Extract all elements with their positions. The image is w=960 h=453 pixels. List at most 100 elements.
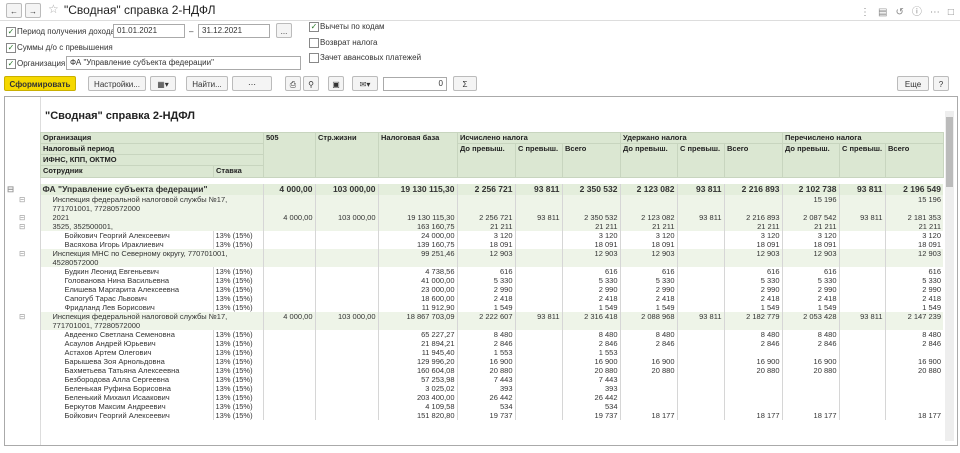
row-name: Сапогуб Тарас Львович: [40, 294, 213, 303]
row-value: [515, 330, 562, 339]
period-checkbox[interactable]: ✓: [6, 27, 16, 37]
row-value: 7 443: [457, 375, 515, 384]
row-value: 2 256 721: [457, 184, 515, 195]
row-value: 93 811: [515, 184, 562, 195]
row-value: 12 903: [562, 249, 620, 267]
select-period-button[interactable]: ...: [276, 23, 292, 38]
tree-gutter: ⊟: [5, 222, 40, 231]
row-value: [515, 393, 562, 402]
row-value: [515, 303, 562, 312]
row-value: [315, 294, 378, 303]
tree-gutter: [5, 366, 40, 375]
report-row: Бойкович Георгий Алексеевич13% (15%)24 0…: [5, 231, 943, 240]
row-value: [315, 348, 378, 357]
row-value: 5 330: [562, 276, 620, 285]
row-value: 203 400,00: [378, 393, 457, 402]
row-value: 15 196: [885, 195, 943, 213]
row-value: 20 880: [562, 366, 620, 375]
row-value: 3 120: [457, 231, 515, 240]
row-value: 93 811: [839, 312, 885, 330]
row-value: 12 903: [782, 249, 839, 267]
org-field[interactable]: ФА "Управление субъекта федерации": [66, 56, 301, 70]
refund-checkbox[interactable]: [309, 38, 319, 48]
row-value: 93 811: [839, 184, 885, 195]
settings-button[interactable]: Настройки...: [88, 76, 146, 91]
row-value: [315, 384, 378, 393]
row-value: 20 880: [885, 366, 943, 375]
row-value: 5 330: [782, 276, 839, 285]
row-rate: 13% (15%): [213, 267, 263, 276]
sum-field[interactable]: 0: [383, 77, 447, 91]
row-value: [724, 195, 782, 213]
variant-button[interactable]: ▦▾: [150, 76, 176, 91]
row-value: [263, 375, 315, 384]
mail-button[interactable]: ✉▾: [352, 76, 378, 91]
row-value: 2 418: [782, 294, 839, 303]
row-name: ФА "Управление субъекта федерации": [40, 184, 263, 195]
org-checkbox[interactable]: ✓: [6, 59, 16, 69]
row-value: 2 350 532: [562, 184, 620, 195]
preview-button[interactable]: ⚲: [303, 76, 319, 91]
row-value: [315, 366, 378, 375]
row-value: 5 330: [885, 276, 943, 285]
row-value: 1 553: [562, 348, 620, 357]
row-value: 2 256 721: [457, 213, 515, 222]
row-value: 93 811: [677, 312, 724, 330]
row-value: 3 025,02: [378, 384, 457, 393]
advance-checkbox[interactable]: [309, 53, 319, 63]
row-rate: 13% (15%): [213, 411, 263, 420]
row-value: 3 120: [782, 231, 839, 240]
row-value: [315, 285, 378, 294]
row-value: [515, 240, 562, 249]
row-value: 2 053 428: [782, 312, 839, 330]
row-value: [839, 393, 885, 402]
row-value: 18 177: [620, 411, 677, 420]
row-value: 16 900: [724, 357, 782, 366]
favorite-star[interactable]: ☆: [48, 2, 59, 16]
deductions-checkbox[interactable]: ✓: [309, 22, 319, 32]
row-value: 20 880: [620, 366, 677, 375]
tree-gutter: ⊟: [5, 184, 40, 195]
row-value: 19 737: [562, 411, 620, 420]
forward-button[interactable]: →: [25, 3, 41, 18]
exceed-checkbox[interactable]: ✓: [6, 43, 16, 53]
exceed-label: Суммы д/о с превышения: [17, 43, 113, 52]
row-rate: 13% (15%): [213, 276, 263, 285]
row-name: Инспекция федеральной налоговой службы №…: [40, 312, 263, 330]
help-button[interactable]: ?: [933, 76, 949, 91]
row-value: 93 811: [515, 312, 562, 330]
row-value: [263, 222, 315, 231]
row-value: [263, 267, 315, 276]
header-cell: С превыш.: [678, 144, 725, 178]
generate-button[interactable]: Сформировать: [4, 76, 76, 91]
row-value: [885, 348, 943, 357]
row-value: 103 000,00: [315, 184, 378, 195]
scrollbar[interactable]: [945, 111, 954, 441]
report-row: Астахов Артем Олегович13% (15%)11 945,40…: [5, 348, 943, 357]
row-value: [315, 195, 378, 213]
date-to[interactable]: 31.12.2021: [198, 24, 270, 38]
tree-gutter: [5, 240, 40, 249]
row-value: [677, 303, 724, 312]
window-controls[interactable]: ⋮▤↺ⓘ⋯□✕: [860, 3, 960, 18]
more-button[interactable]: Еще: [897, 76, 929, 91]
row-rate: 13% (15%): [213, 240, 263, 249]
find-button[interactable]: Найти...: [186, 76, 228, 91]
row-value: 4 738,56: [378, 267, 457, 276]
row-value: [315, 339, 378, 348]
sum-button[interactable]: Σ: [453, 76, 477, 91]
row-value: 2 216 893: [724, 184, 782, 195]
row-value: 8 480: [620, 330, 677, 339]
row-value: [457, 195, 515, 213]
row-value: 93 811: [839, 213, 885, 222]
row-value: [515, 249, 562, 267]
back-button[interactable]: ←: [6, 3, 22, 18]
date-from[interactable]: 01.01.2021: [113, 24, 185, 38]
row-value: 616: [724, 267, 782, 276]
more-find-button[interactable]: ⋯: [232, 76, 272, 91]
print-button[interactable]: ⎙: [285, 76, 301, 91]
save-button[interactable]: ▣: [328, 76, 344, 91]
row-value: [839, 276, 885, 285]
row-value: 16 900: [562, 357, 620, 366]
row-value: 2 182 779: [724, 312, 782, 330]
